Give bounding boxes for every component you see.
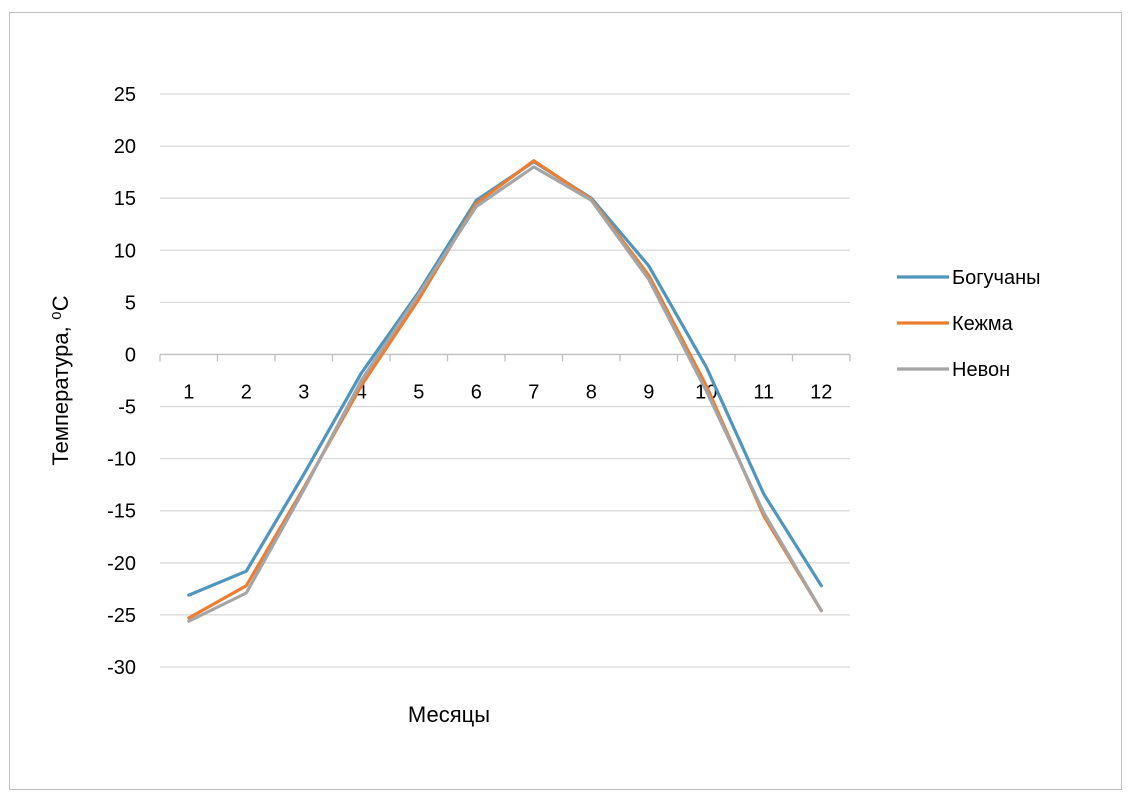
y-tick-label: 15 bbox=[114, 188, 136, 210]
y-tick-label: 0 bbox=[125, 344, 136, 366]
y-tick-label: -20 bbox=[107, 553, 136, 575]
x-tick-label: 2 bbox=[241, 381, 252, 403]
gridlines bbox=[160, 93, 850, 668]
legend: Богучаны Кежма Невон bbox=[897, 267, 1041, 381]
y-tick-label: -30 bbox=[107, 657, 136, 679]
x-tick-label: 12 bbox=[810, 381, 832, 403]
x-tick-label: 4 bbox=[356, 381, 367, 403]
series-line bbox=[187, 160, 823, 597]
legend-label: Богучаны bbox=[952, 267, 1041, 289]
y-tick-label: 5 bbox=[125, 292, 136, 314]
x-tick-label: 6 bbox=[471, 381, 482, 403]
y-tick-label: -15 bbox=[107, 501, 136, 523]
x-tick-label: 3 bbox=[298, 381, 309, 403]
x-tick-label: 8 bbox=[586, 381, 597, 403]
series-line bbox=[187, 159, 823, 620]
x-axis: 1 2 3 4 5 6 7 8 9 10 11 12 bbox=[159, 353, 851, 403]
chart-area bbox=[9, 12, 1122, 790]
y-tick-label: 25 bbox=[114, 84, 136, 106]
y-tick-label: -5 bbox=[118, 397, 136, 419]
series-lines bbox=[187, 159, 823, 623]
y-tick-label: -10 bbox=[107, 449, 136, 471]
series-line bbox=[187, 165, 823, 623]
y-axis-title: Температура, ⁰С bbox=[48, 295, 73, 465]
y-tick-label: -25 bbox=[107, 605, 136, 627]
y-axis: 25 20 15 10 5 0 -5 -10 -15 -20 -25 -30 bbox=[107, 84, 136, 679]
y-tick-label: 10 bbox=[114, 240, 136, 262]
x-axis-title: Месяцы bbox=[408, 702, 490, 727]
legend-label: Невон bbox=[952, 359, 1010, 381]
legend-label: Кежма bbox=[952, 313, 1014, 335]
x-tick-label: 9 bbox=[643, 381, 654, 403]
x-tick-label: 1 bbox=[183, 381, 194, 403]
x-tick-label: 7 bbox=[528, 381, 539, 403]
x-tick-label: 11 bbox=[753, 381, 774, 403]
y-tick-label: 20 bbox=[114, 136, 136, 158]
x-tick-label: 5 bbox=[413, 381, 424, 403]
